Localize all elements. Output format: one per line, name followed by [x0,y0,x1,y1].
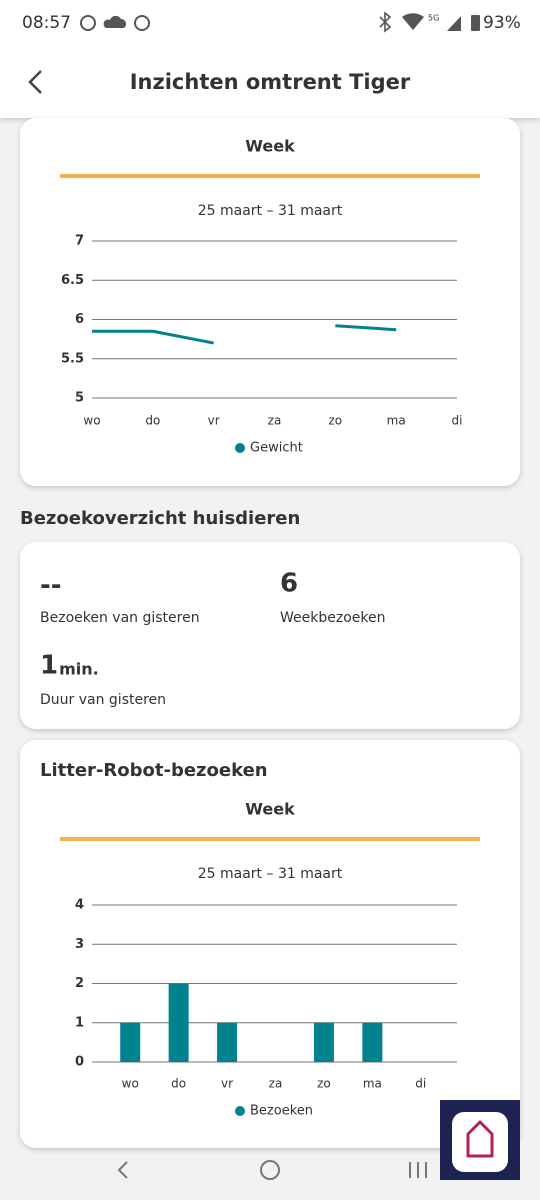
bluetooth-icon [379,11,392,33]
y-tick-label: 1 [75,1015,84,1030]
y-tick-label: 2 [75,976,84,991]
y-tick-label: 6 [75,312,84,327]
y-tick-label: 7 [75,234,84,249]
x-tick-label: ma [387,414,406,428]
app-logo [466,1120,494,1158]
status-icon [80,15,96,31]
x-tick-label: za [269,1077,283,1091]
stat-label: Bezoeken van gisteren [40,610,200,626]
legend-label: Gewicht [250,441,303,456]
nav-home[interactable] [260,1160,280,1180]
wifi-icon [402,13,424,30]
x-tick-label: vr [208,414,220,428]
x-tick-label: za [268,414,282,428]
stat-value: 6 [280,569,298,599]
y-tick-label: 3 [75,937,84,952]
y-tick-label: 6.5 [61,273,84,288]
nav-back[interactable] [117,1161,128,1179]
header-title: Inzichten omtrent Tiger [130,70,411,94]
stat-label: Duur van gisteren [40,692,166,708]
tab-indicator [60,837,480,841]
bar [217,1022,238,1062]
stat-value: 1 [40,651,58,681]
status-icon [134,15,150,31]
legend-swatch [235,443,245,453]
stat-label: Weekbezoeken [280,610,385,626]
stats-card [20,542,520,729]
y-tick-label: 0 [75,1055,84,1070]
y-tick-label: 5.5 [61,351,84,366]
x-tick-label: zo [317,1077,331,1091]
y-tick-label: 5 [75,391,84,406]
line [92,324,397,345]
date-range: 25 maart – 31 maart [198,203,343,219]
time: 08:57 [22,13,71,33]
battery: 93% [483,13,521,33]
bar [313,1022,334,1062]
date-range: 25 maart – 31 maart [198,866,343,882]
signal-icon [447,16,461,31]
app-icon-inner [452,1112,508,1172]
legend-label: Bezoeken [250,1104,313,1119]
weight-card [20,118,520,486]
x-tick-label: zo [329,414,343,428]
x-tick-label: ma [363,1077,382,1091]
header-bg [0,0,540,118]
tab-label: Week [245,137,295,156]
x-tick-label: wo [83,414,100,428]
nav-recents[interactable] [409,1162,427,1178]
x-tick-label: do [171,1077,186,1091]
cloud-icon [103,15,126,28]
x-tick-label: di [415,1077,426,1091]
card-title: Litter-Robot-bezoeken [40,760,268,781]
y-tick-label: 4 [75,898,84,913]
battery-icon [471,15,480,31]
x-tick-label: wo [122,1077,139,1091]
bar [120,1022,141,1062]
bar [168,983,189,1062]
x-tick-label: do [145,414,160,428]
tab-label: Week [245,800,295,819]
section-title: Bezoekoverzicht huisdieren [20,508,300,529]
tab-indicator [60,174,480,178]
bar [362,1022,383,1062]
back-button[interactable] [28,70,42,94]
x-tick-label: vr [221,1077,233,1091]
stat-unit: min. [59,660,99,679]
stat-value: -- [40,571,62,601]
legend-swatch [235,1106,245,1116]
x-tick-label: di [452,414,463,428]
network: 5G [428,14,439,23]
